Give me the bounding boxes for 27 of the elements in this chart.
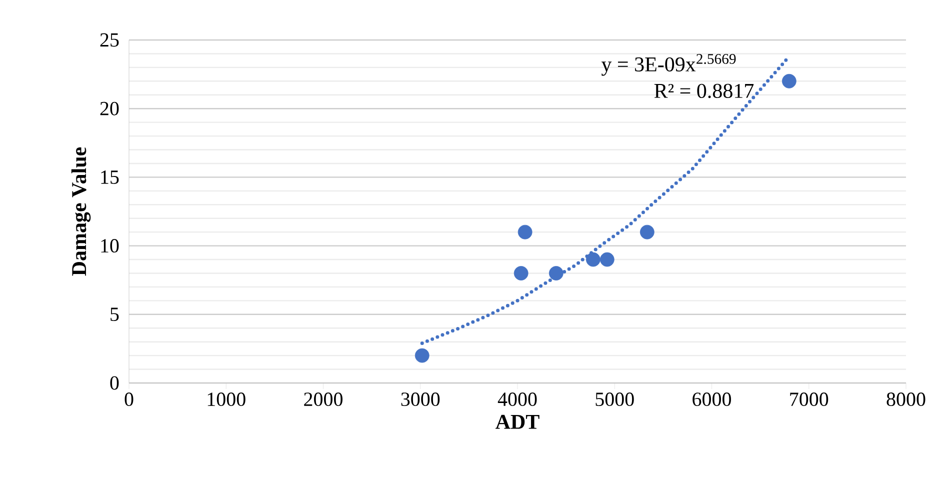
point [518,224,532,240]
x-tick-label: 2000 [304,392,342,406]
x-tick-label: 0 [124,392,134,406]
y-tick-label: 15 [101,170,119,184]
point [548,266,564,280]
y-tick-label: 25 [100,33,119,47]
point [600,252,614,267]
x-tick-label: 6000 [692,392,731,406]
x-tick-label: 4000 [498,392,537,406]
x-tick-label: 1000 [208,392,246,406]
x-tick-label: 8000 [886,392,926,406]
x-tick-label: 7000 [790,392,828,406]
point [414,348,430,363]
annotation: y = 3E-09x$^{2.5669}$ [601,54,736,76]
y-axis-title: Damage Value [71,147,91,276]
y-tick-label: 10 [101,239,119,253]
x-tick-label: 3000 [401,392,440,406]
point [586,252,600,267]
x-axis-title: ADT [496,414,540,429]
y-tick-label: 0 [110,376,119,390]
x-tick-label: 5000 [596,392,634,406]
point [640,224,654,240]
y-tick-label: 20 [100,102,119,116]
point [514,266,528,280]
annotation: R² = 0.8817 [654,84,754,98]
point [782,74,796,88]
y-tick-label: 5 [110,308,119,322]
